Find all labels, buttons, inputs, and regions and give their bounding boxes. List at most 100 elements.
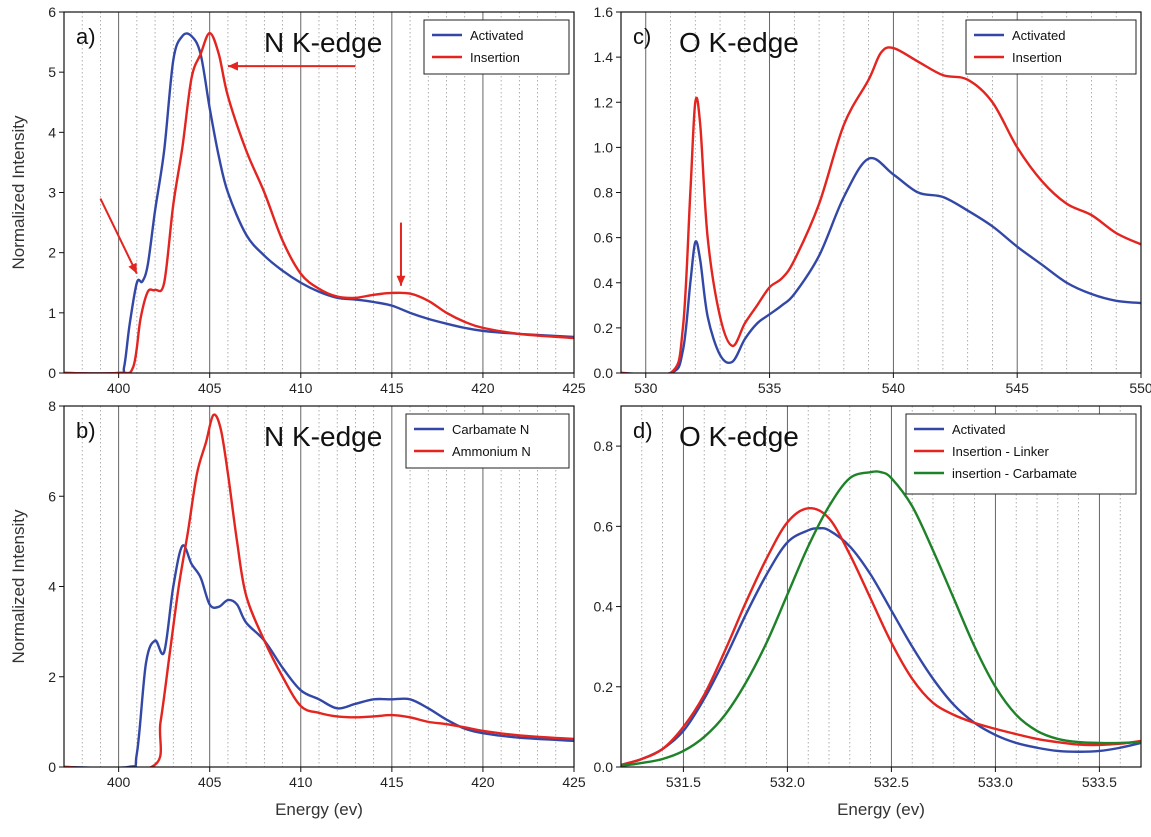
legend-label: insertion - Carbamate [952, 466, 1077, 481]
legend-label: Ammonium N [452, 444, 531, 459]
legend-box [423, 19, 570, 75]
panel-label: a) [76, 24, 96, 49]
series-line-2 [64, 31, 574, 373]
legend: Activated Insertion [965, 19, 1137, 75]
x-tick-label: 540 [882, 380, 906, 396]
grid [641, 406, 1121, 767]
series-group [64, 31, 574, 373]
x-tick-label: 420 [471, 774, 495, 790]
series-line-2 [64, 413, 574, 767]
x-tick-label: 533.5 [1082, 774, 1117, 790]
x-tick-label: 531.5 [666, 774, 701, 790]
series-line-2 [621, 507, 1141, 767]
x-tick-label: 530 [634, 380, 658, 396]
annotation-arrowhead [227, 61, 238, 71]
annotation-arrowhead [128, 262, 137, 274]
y-tick-label: 0.6 [594, 518, 614, 534]
plot-frame [620, 405, 1142, 768]
legend-box [965, 19, 1137, 75]
x-tick-label: 405 [198, 774, 222, 790]
legend-label: Activated [1012, 28, 1065, 43]
annotation-arrows [99, 61, 406, 286]
legend: Activated Insertion [423, 19, 570, 75]
panel-label: b) [76, 418, 96, 443]
series-line-1 [621, 526, 1141, 767]
y-tick-label: 1.2 [594, 94, 614, 110]
panel-3: 400 405 410 415 420 425 0 2 4 6 8 Energy (ev) Normal… [9, 398, 586, 819]
series-group [621, 470, 1141, 767]
y-tick-label: 0.2 [594, 679, 614, 695]
y-tick-label: 0 [48, 759, 56, 775]
y-tick-label: 0 [48, 365, 56, 381]
annotation-arrowhead [396, 275, 406, 286]
legend-label: Insertion [1012, 50, 1062, 65]
x-tick-label: 410 [289, 774, 313, 790]
y-tick-label: 1.6 [594, 4, 614, 20]
x-tick-label: 535 [758, 380, 782, 396]
y-axis-title: Normalized Intensity [9, 509, 28, 664]
grid [81, 12, 557, 373]
series-line-2 [621, 46, 1141, 373]
series-line-3 [621, 470, 1141, 767]
legend-label: Insertion - Linker [952, 444, 1049, 459]
x-tick-label: 425 [562, 380, 586, 396]
annotation-arrow-1 [99, 198, 138, 275]
y-tick-label: 1 [48, 305, 56, 321]
x-tick-label: 533.0 [978, 774, 1013, 790]
series-line-1 [64, 32, 574, 373]
y-tick-label: 3 [48, 185, 56, 201]
panel-label: c) [633, 24, 651, 49]
y-tick-label: 0.8 [594, 438, 614, 454]
x-tick-label: 545 [1006, 380, 1030, 396]
y-tick-label: 5 [48, 64, 56, 80]
y-tick-label: 1.4 [594, 49, 614, 65]
legend-box [405, 413, 570, 469]
x-tick-label: 550 [1129, 380, 1151, 396]
x-axis-title: Energy (ev) [837, 800, 925, 819]
y-tick-label: 4 [48, 124, 56, 140]
panel-title: N K-edge [264, 27, 382, 58]
y-tick-label: 2 [48, 245, 56, 261]
x-tick-label: 400 [107, 774, 131, 790]
y-tick-label: 8 [48, 398, 56, 414]
x-tick-label: 420 [471, 380, 495, 396]
x-tick-label: 532.5 [874, 774, 909, 790]
y-tick-label: 1.0 [594, 139, 614, 155]
series-group [621, 46, 1141, 373]
x-tick-label: 425 [562, 774, 586, 790]
legend: Carbamate N Ammonium N [405, 413, 570, 469]
y-tick-label: 0.6 [594, 230, 614, 246]
x-tick-label: 405 [198, 380, 222, 396]
legend-label: Carbamate N [452, 422, 529, 437]
y-tick-label: 6 [48, 488, 56, 504]
x-tick-label: 415 [380, 774, 404, 790]
panel-4: 531.5 532.0 532.5 533.0 533.5 0.0 0.2 0.4 0.6 0.8… [594, 405, 1142, 819]
y-tick-label: 0.4 [594, 275, 614, 291]
x-tick-label: 400 [107, 380, 131, 396]
panel-label: d) [633, 418, 653, 443]
panel-1: 400 405 410 415 420 425 0 1 2 3 4 5 6 Normalized Inte… [9, 4, 586, 396]
x-tick-label: 532.0 [770, 774, 805, 790]
series-line-1 [64, 544, 574, 767]
y-tick-label: 0.4 [594, 599, 614, 615]
legend: Activated Insertion - Linker insertion - C… [905, 413, 1137, 495]
x-tick-label: 415 [380, 380, 404, 396]
panel-2: 530 535 540 545 550 0.0 0.2 0.4 0.6 0.8 1.0 1.2 1.4 1… [594, 4, 1151, 396]
y-tick-label: 0.8 [594, 185, 614, 201]
y-tick-label: 4 [48, 579, 56, 595]
y-tick-label: 2 [48, 669, 56, 685]
x-axis-title: Energy (ev) [275, 800, 363, 819]
legend-label: Insertion [470, 50, 520, 65]
y-axis-title: Normalized Intensity [9, 115, 28, 270]
panel-title: N K-edge [264, 421, 382, 452]
y-tick-label: 0.0 [594, 365, 614, 381]
y-tick-label: 6 [48, 4, 56, 20]
series-line-1 [621, 156, 1141, 373]
x-tick-label: 410 [289, 380, 313, 396]
legend-label: Activated [952, 422, 1005, 437]
panel-title: O K-edge [679, 421, 799, 452]
legend-label: Activated [470, 28, 523, 43]
series-group [64, 413, 574, 767]
panel-title: O K-edge [679, 27, 799, 58]
